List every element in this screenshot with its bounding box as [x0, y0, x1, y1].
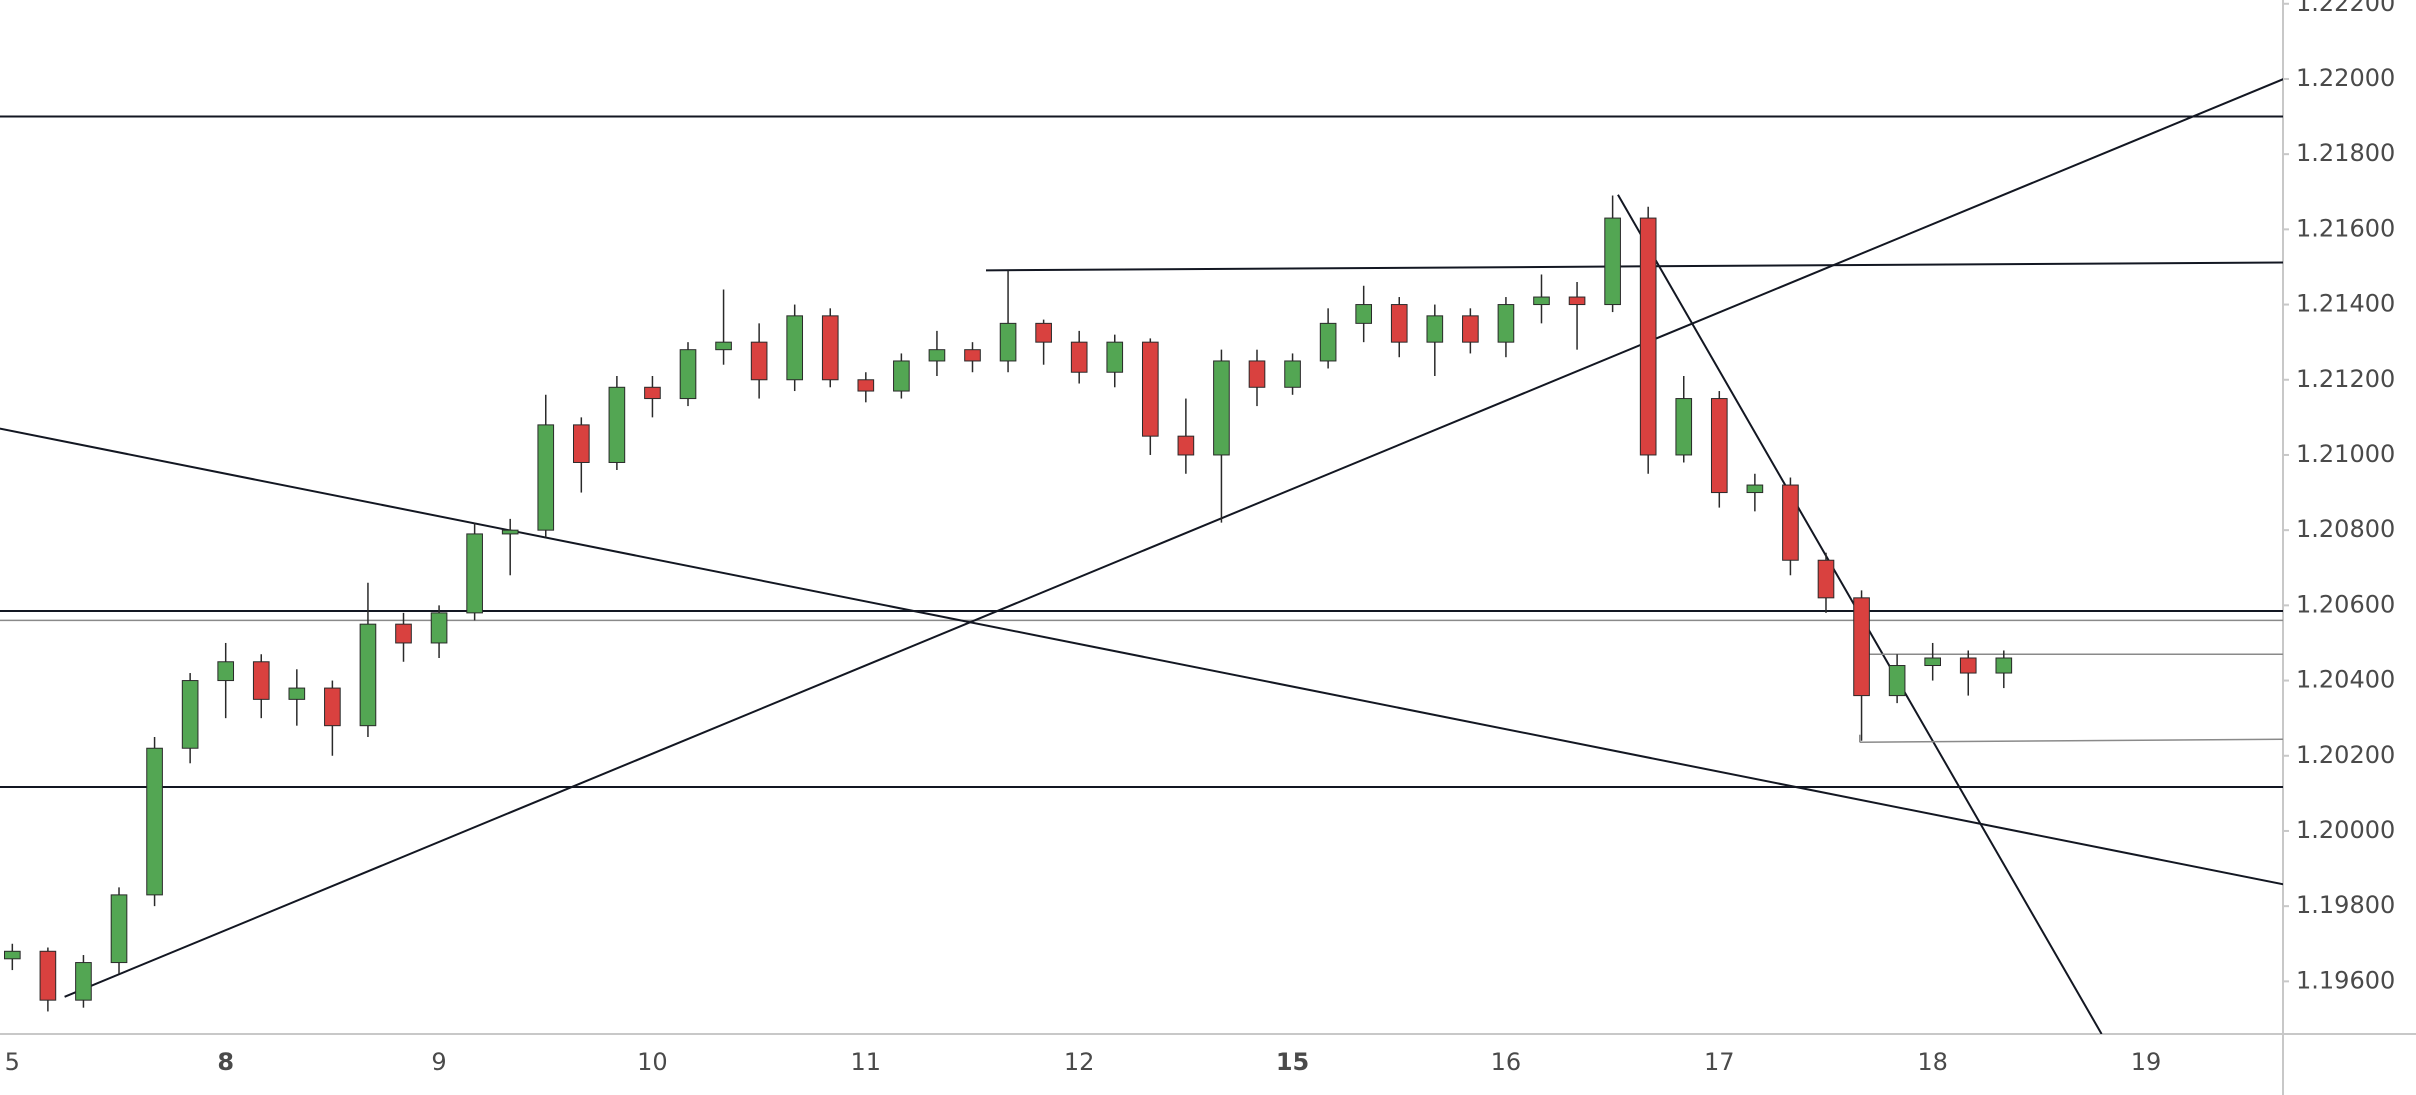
x-tick-label: 15	[1276, 1048, 1309, 1076]
candle-body	[1959, 657, 1977, 674]
candle-body	[715, 341, 732, 351]
candle-body	[679, 349, 697, 400]
candle-body	[1604, 217, 1621, 306]
candle-body	[39, 950, 57, 1001]
candle-body	[786, 315, 804, 381]
candle-body	[999, 322, 1017, 362]
plot-area	[0, 78, 2283, 1034]
candle-body	[1035, 322, 1052, 343]
y-tick-label: 1.19800	[2296, 891, 2395, 919]
candle-body	[110, 894, 128, 964]
candle-body	[928, 349, 946, 362]
y-tick-label: 1.20600	[2296, 590, 2395, 618]
candle-body	[1390, 304, 1408, 343]
candle-body	[1888, 665, 1906, 697]
candle-body	[1319, 322, 1337, 362]
candle-body	[1817, 559, 1835, 599]
y-tick-label: 1.21200	[2296, 365, 2395, 393]
candle-body	[4, 950, 21, 960]
candle-body	[1497, 304, 1515, 343]
candle-body	[146, 747, 163, 896]
x-tick-label: 19	[2131, 1048, 2162, 1076]
candle-body	[1355, 304, 1373, 324]
candle-body	[1070, 341, 1088, 373]
x-tick-label: 11	[851, 1048, 882, 1076]
candle-body	[1568, 296, 1586, 306]
candle-body	[75, 962, 92, 1001]
candle-body	[644, 386, 661, 400]
candle-body	[466, 533, 483, 614]
x-tick-label: 16	[1491, 1048, 1522, 1076]
y-tick-label: 1.20000	[2296, 816, 2395, 844]
candle-body	[217, 661, 235, 682]
candle-body	[1639, 217, 1657, 456]
x-tick-label: 18	[1917, 1048, 1948, 1076]
candle-body	[1248, 360, 1266, 388]
candle-body	[1710, 398, 1728, 494]
candle-body	[893, 360, 910, 392]
y-tick-label: 1.21600	[2296, 214, 2395, 242]
candle-body	[1213, 360, 1230, 456]
y-tick-label: 1.19600	[2296, 966, 2395, 994]
y-tick-label: 1.22200	[2296, 0, 2395, 17]
candle-body	[1995, 657, 2013, 674]
candle-body	[1177, 435, 1195, 456]
candle-body	[252, 661, 270, 700]
candle-body	[1782, 484, 1799, 561]
candle-body	[537, 424, 555, 531]
candle-body	[964, 349, 981, 362]
candle-body	[359, 623, 377, 727]
y-tick-label: 1.22000	[2296, 64, 2395, 92]
trend-line	[986, 261, 2283, 272]
candle-body	[1853, 597, 1870, 697]
candle-body	[395, 623, 412, 644]
x-tick-label: 9	[431, 1048, 446, 1076]
candle-body	[821, 315, 839, 381]
candle-body	[288, 687, 306, 700]
y-tick-label: 1.20800	[2296, 515, 2395, 543]
candle-body	[181, 680, 199, 749]
candle-body	[1533, 296, 1550, 306]
y-tick-label: 1.21400	[2296, 290, 2395, 318]
candle-body	[750, 341, 768, 381]
x-tick-label: 10	[637, 1048, 668, 1076]
x-tick-label: 12	[1064, 1048, 1095, 1076]
candle-body	[1106, 341, 1124, 373]
candle-body	[1675, 398, 1693, 456]
candle-body	[608, 386, 626, 463]
candle-body	[1284, 360, 1301, 388]
x-tick-label: 8	[217, 1048, 234, 1076]
candle-body	[324, 687, 341, 727]
trend-line	[1859, 738, 2283, 743]
x-tick-label: 17	[1704, 1048, 1735, 1076]
candle-body	[1426, 315, 1444, 343]
x-tick-label: 5	[5, 1048, 20, 1076]
y-tick-label: 1.21800	[2296, 139, 2395, 167]
candle-body	[857, 379, 875, 392]
y-tick-label: 1.21000	[2296, 440, 2395, 468]
trend-line	[0, 427, 2283, 886]
candle-body	[1462, 315, 1479, 343]
candle-body	[1924, 657, 1942, 667]
candle-body	[430, 612, 448, 644]
candle-body	[501, 529, 519, 535]
candle-body	[1141, 341, 1159, 437]
candle-body	[572, 424, 590, 463]
y-tick-label: 1.20200	[2296, 741, 2395, 769]
candle-body	[1746, 484, 1764, 494]
y-tick-label: 1.20400	[2296, 666, 2395, 694]
trend-line	[64, 78, 2283, 998]
